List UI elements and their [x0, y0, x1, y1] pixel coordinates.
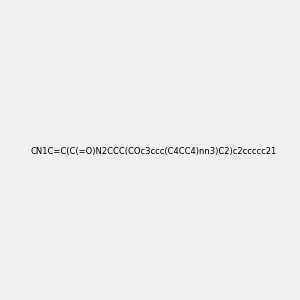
- Text: CN1C=C(C(=O)N2CCC(COc3ccc(C4CC4)nn3)C2)c2ccccc21: CN1C=C(C(=O)N2CCC(COc3ccc(C4CC4)nn3)C2)c…: [31, 147, 277, 156]
